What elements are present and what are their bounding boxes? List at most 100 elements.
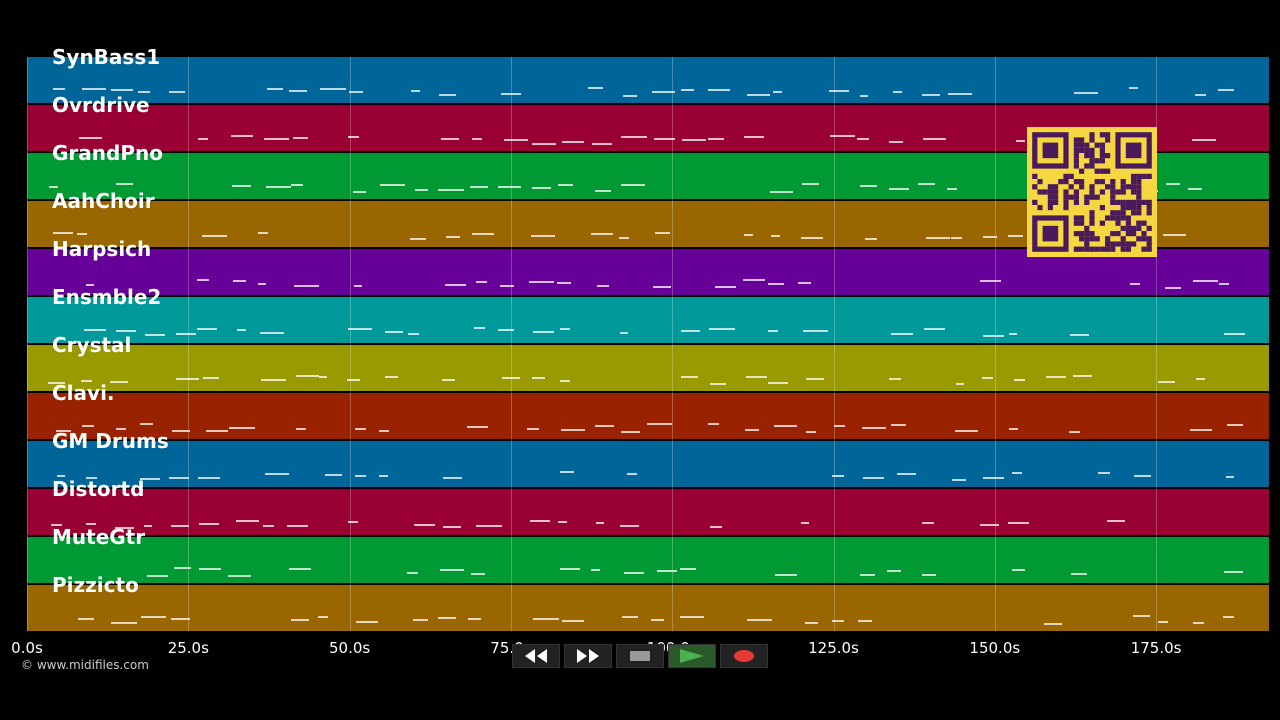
track-name: Distortd (52, 477, 145, 501)
note (77, 232, 88, 235)
note (83, 328, 106, 331)
note (1008, 521, 1029, 524)
note (86, 477, 97, 480)
note (708, 423, 720, 426)
note (830, 135, 856, 138)
note (228, 574, 252, 577)
note (115, 329, 136, 332)
note (619, 236, 629, 239)
note (592, 142, 612, 145)
note (798, 281, 811, 284)
note (442, 526, 461, 529)
note (56, 474, 66, 477)
note (917, 183, 935, 185)
note (413, 618, 428, 621)
note (595, 522, 605, 525)
note (319, 88, 346, 91)
note (982, 235, 997, 238)
note (860, 574, 876, 577)
note (862, 477, 884, 480)
note (291, 183, 303, 186)
note (55, 429, 71, 432)
note (82, 87, 106, 90)
play-button[interactable] (668, 644, 716, 668)
note (1071, 572, 1087, 575)
note (379, 474, 388, 477)
note (892, 90, 903, 93)
track-name: Ovrdrive (52, 93, 150, 117)
note (709, 382, 727, 385)
note (709, 328, 735, 331)
note (499, 285, 515, 288)
note (529, 519, 551, 522)
time-label: 150.0s (969, 639, 1021, 657)
note (263, 524, 275, 527)
time-label: 175.0s (1130, 639, 1182, 657)
record-button[interactable] (720, 644, 768, 668)
note (1012, 471, 1023, 474)
note (921, 93, 941, 96)
grid-line (510, 57, 512, 631)
note (257, 282, 267, 285)
note (679, 616, 704, 619)
note (744, 233, 753, 236)
note (982, 376, 994, 379)
note (144, 334, 166, 337)
note (801, 522, 810, 525)
note (591, 232, 614, 235)
note (681, 376, 698, 379)
note (86, 522, 97, 525)
note (476, 524, 502, 527)
note (1157, 620, 1168, 623)
note (473, 327, 486, 330)
note (1013, 379, 1025, 382)
note (501, 93, 521, 96)
note (173, 567, 191, 570)
note (171, 525, 189, 528)
note (891, 333, 913, 336)
note (1187, 188, 1203, 191)
note (48, 381, 66, 384)
track-band (27, 393, 1269, 439)
note (264, 137, 290, 140)
track-band (27, 57, 1269, 103)
stop-button[interactable] (616, 644, 664, 668)
note (951, 478, 966, 481)
note (1226, 423, 1244, 426)
note (770, 190, 794, 193)
note (356, 620, 379, 623)
note (742, 279, 766, 282)
note (746, 618, 773, 621)
grid-line (833, 57, 835, 631)
note (109, 380, 128, 383)
note (171, 429, 191, 432)
note (471, 572, 485, 575)
note (438, 188, 464, 191)
note (559, 567, 580, 570)
note (864, 238, 878, 241)
note (1226, 476, 1235, 479)
rewind-button[interactable] (512, 644, 560, 668)
note (896, 472, 917, 475)
forward-button[interactable] (564, 644, 612, 668)
note (236, 329, 246, 332)
note (1193, 622, 1205, 625)
grid-line (188, 57, 190, 631)
note (862, 427, 887, 430)
note (1128, 87, 1139, 90)
note (922, 138, 946, 141)
track-name: Clavi. (52, 381, 115, 405)
note (348, 327, 372, 330)
note (110, 621, 137, 624)
note (352, 190, 366, 193)
note (407, 332, 419, 335)
note (444, 283, 467, 286)
note (804, 621, 818, 624)
note (1073, 92, 1098, 95)
note (146, 574, 168, 577)
track-band (27, 537, 1269, 583)
note (229, 427, 256, 430)
note (199, 522, 219, 525)
note (379, 430, 389, 433)
note (1098, 471, 1110, 474)
